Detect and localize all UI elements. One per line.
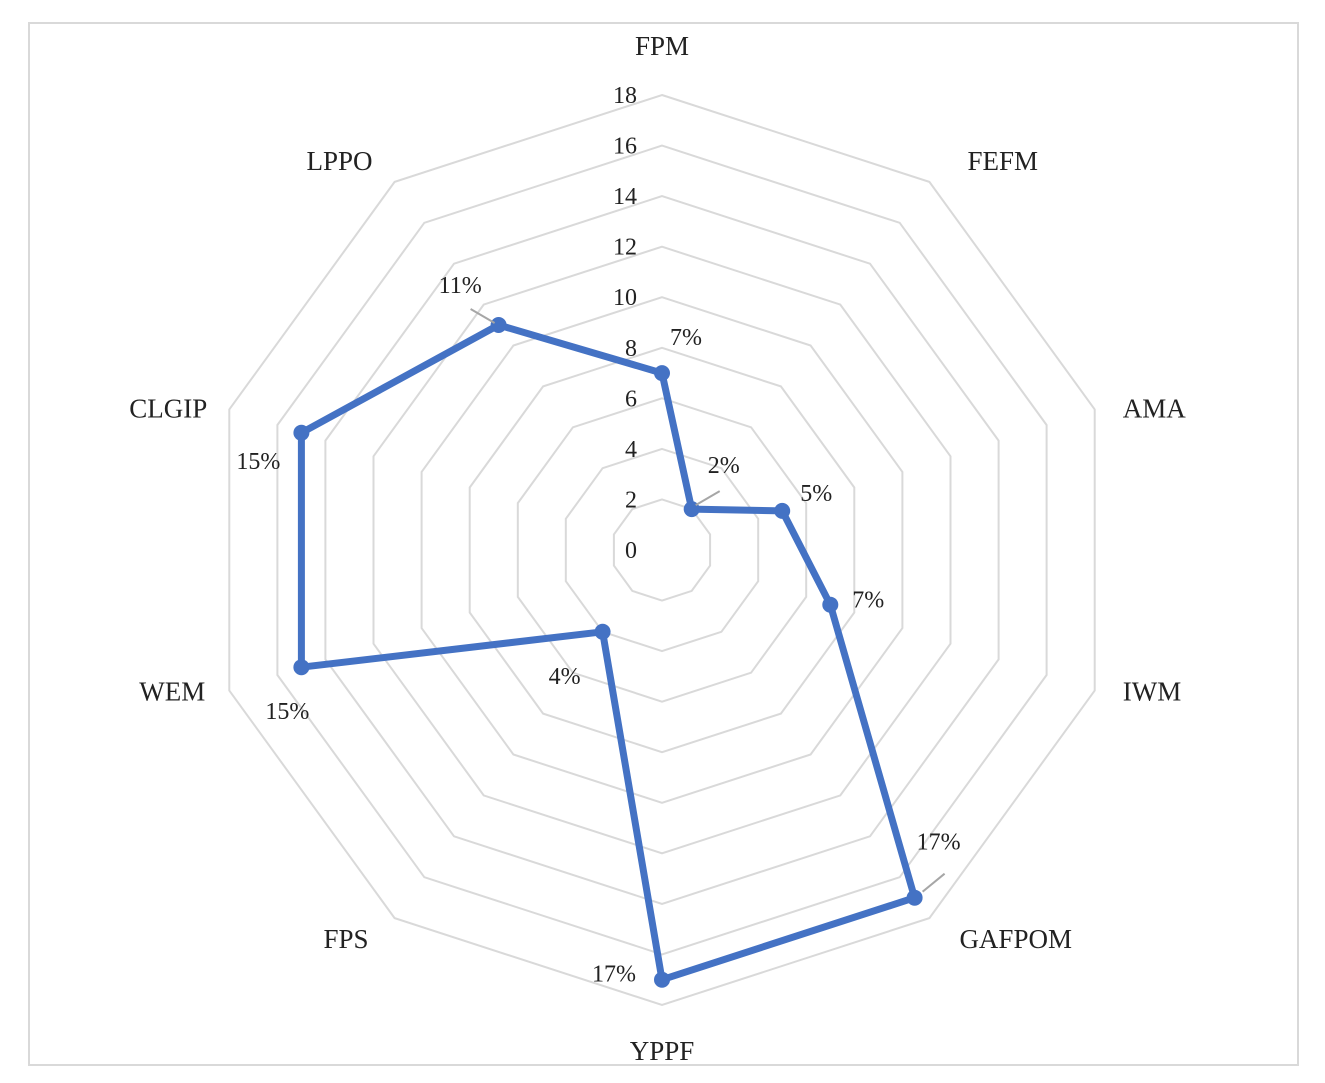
gridline-ring	[324, 195, 1000, 905]
category-label: FPS	[323, 924, 368, 954]
data-label: 5%	[800, 481, 832, 507]
tick-label: 10	[613, 285, 637, 311]
gridline-ring	[516, 397, 808, 703]
tick-label: 12	[613, 235, 637, 261]
data-label: 17%	[917, 830, 961, 856]
gridline-ring	[612, 498, 712, 602]
category-label: AMA	[1123, 393, 1187, 423]
grid-layer	[228, 93, 1096, 1007]
category-label: LPPO	[307, 146, 373, 176]
tick-labels: 0 2 4 6 8 10 12 14 16 18	[613, 83, 637, 564]
series-line	[297, 321, 919, 984]
data-label: 15%	[265, 699, 309, 725]
tick-label: 18	[613, 83, 637, 109]
chart-frame: 0 2 4 6 8 10 12 14 16 18 FPM FEFM AMA IWM GAFPOM YPPF F…	[28, 22, 1299, 1066]
tick-label: 8	[625, 336, 637, 362]
gridline-ring	[420, 296, 904, 804]
series-point	[774, 502, 791, 519]
tick-label: 14	[613, 184, 637, 210]
gridline-ring	[372, 245, 952, 855]
series-point	[906, 889, 923, 906]
category-label: GAFPOM	[959, 924, 1072, 954]
gridline-ring	[468, 346, 856, 754]
category-label: WEM	[139, 677, 205, 707]
gridline-ring	[276, 144, 1048, 956]
category-label: CLGIP	[129, 393, 207, 423]
data-label-leader	[695, 490, 721, 506]
series-point	[654, 365, 670, 382]
series-layer	[293, 317, 923, 988]
series-point	[293, 424, 310, 441]
category-label: FPM	[635, 31, 689, 61]
series-point	[594, 623, 611, 640]
category-label: IWM	[1123, 677, 1181, 707]
gridline-ring	[564, 447, 760, 653]
data-label-leader	[470, 308, 496, 324]
series-point	[654, 971, 670, 988]
data-label: 7%	[670, 325, 702, 351]
data-label: 4%	[549, 664, 581, 690]
tick-label: 0	[625, 538, 637, 564]
data-label-leader	[921, 872, 946, 893]
tick-label: 4	[625, 437, 637, 463]
series-point	[490, 317, 507, 333]
category-labels: FPM FEFM AMA IWM GAFPOM YPPF FPS WEM CLGIP LPPO	[129, 31, 1186, 1066]
data-label: 7%	[852, 588, 884, 614]
data-label: 15%	[236, 449, 280, 475]
data-label: 17%	[592, 962, 636, 988]
data-label: 11%	[439, 273, 482, 299]
tick-label: 2	[625, 487, 637, 513]
category-label: YPPF	[630, 1036, 695, 1066]
data-labels: 7% 2% 5% 7% 17% 17% 4% 15% 15% 11%	[236, 273, 960, 988]
category-label: FEFM	[967, 146, 1038, 176]
data-label: 2%	[708, 453, 740, 479]
tick-label: 6	[625, 386, 637, 412]
tick-label: 16	[613, 134, 637, 160]
gridline-ring	[228, 93, 1096, 1007]
series-point	[822, 596, 839, 613]
series-point	[293, 659, 310, 676]
